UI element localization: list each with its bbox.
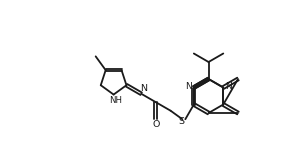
Text: NH: NH <box>109 96 122 105</box>
Text: N: N <box>140 84 147 93</box>
Text: S: S <box>178 117 184 126</box>
Text: O: O <box>152 120 160 129</box>
Text: N: N <box>225 82 232 91</box>
Text: N: N <box>185 82 192 91</box>
